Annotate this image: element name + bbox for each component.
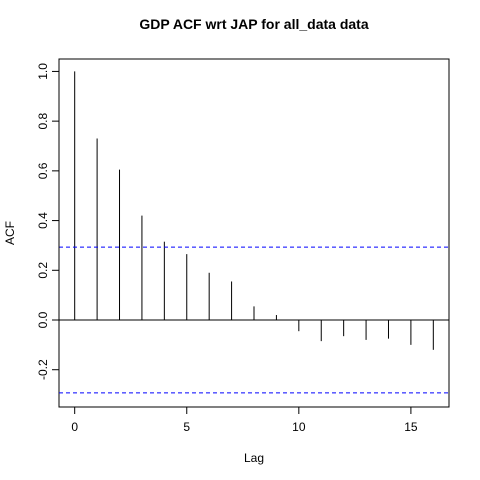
y-axis: -0.2 0.0 0.2 0.4 0.6 0.8 1.0 bbox=[36, 63, 60, 380]
x-tick-label: 0 bbox=[71, 420, 78, 434]
x-tick-label: 15 bbox=[404, 420, 418, 434]
y-tick-label: -0.2 bbox=[36, 359, 50, 380]
plot-frame bbox=[58, 58, 450, 408]
x-axis-label: Lag bbox=[244, 451, 264, 465]
y-tick-label: 0.8 bbox=[36, 112, 50, 129]
x-axis: 0 5 10 15 bbox=[71, 406, 418, 434]
y-tick-label: 0.0 bbox=[36, 311, 50, 328]
y-axis-label: ACF bbox=[3, 221, 17, 245]
x-tick-label: 5 bbox=[183, 420, 190, 434]
y-tick-label: 0.2 bbox=[36, 262, 50, 279]
x-tick-label: 10 bbox=[292, 420, 306, 434]
chart-title: GDP ACF wrt JAP for all_data data bbox=[139, 16, 368, 32]
plot-area bbox=[58, 58, 450, 408]
y-tick-label: 0.4 bbox=[36, 212, 50, 229]
y-tick-label: 1.0 bbox=[36, 63, 50, 80]
y-tick-label: 0.6 bbox=[36, 162, 50, 179]
